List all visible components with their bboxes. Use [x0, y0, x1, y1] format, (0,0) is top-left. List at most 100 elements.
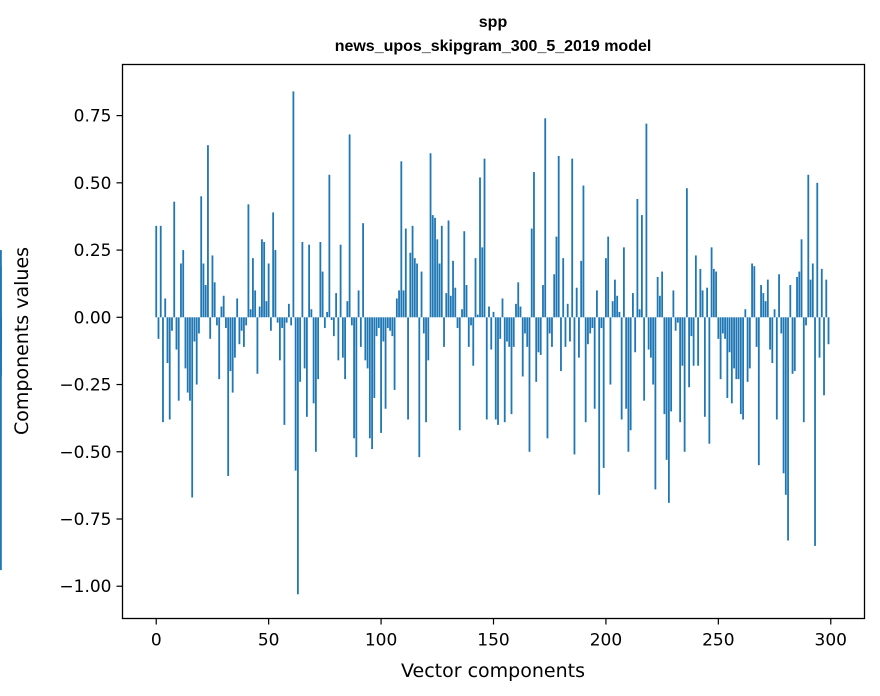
bar [598, 317, 601, 495]
bar [305, 317, 308, 417]
bar [263, 242, 266, 318]
bar [332, 317, 335, 337]
bar [429, 153, 432, 318]
bar [229, 317, 232, 372]
bar [519, 306, 522, 318]
bar [629, 317, 632, 431]
bar [688, 317, 691, 388]
x-tick-label: 250 [702, 631, 734, 651]
bar [454, 287, 457, 318]
bar [357, 290, 360, 318]
bar [587, 317, 589, 345]
bar [425, 317, 427, 423]
x-axis-ticks: 0 50 100 150 200 250 300 [151, 618, 847, 651]
bar [166, 317, 169, 364]
bar [213, 282, 216, 318]
bar [748, 317, 751, 369]
bar [710, 247, 713, 318]
bar [501, 298, 504, 318]
bar [314, 317, 317, 452]
bar [600, 317, 603, 329]
bar [346, 301, 349, 318]
bar [773, 309, 776, 318]
bar [452, 260, 454, 318]
bar [649, 317, 652, 358]
bar [742, 317, 744, 420]
bar [699, 268, 702, 318]
bar [494, 317, 497, 420]
chart-title: spp [479, 14, 508, 31]
bar [490, 317, 493, 350]
bar [616, 295, 619, 318]
bar [571, 158, 574, 318]
bar [769, 317, 771, 350]
bar [400, 161, 403, 318]
bar [270, 317, 272, 331]
bar [335, 293, 338, 318]
bar [377, 317, 380, 329]
bar [645, 123, 648, 318]
bar [155, 225, 158, 318]
bar [461, 309, 463, 318]
bar [159, 225, 162, 318]
bar [820, 268, 823, 318]
bar [418, 317, 421, 458]
bar [492, 311, 495, 318]
bar [296, 317, 299, 595]
bar [294, 317, 297, 471]
bar [814, 317, 816, 546]
bar [782, 317, 785, 474]
bar [546, 317, 549, 439]
bar [200, 196, 203, 318]
bar [180, 263, 182, 318]
bar [706, 287, 709, 318]
bar [721, 317, 724, 334]
bar [602, 317, 605, 468]
bar [272, 212, 275, 318]
bar [634, 317, 637, 353]
bar [398, 290, 400, 318]
bar [184, 317, 187, 369]
bar [564, 317, 567, 347]
bar [470, 317, 472, 326]
bar [679, 317, 682, 423]
bar [249, 309, 252, 318]
bar [535, 317, 538, 382]
bar [510, 317, 513, 415]
bar [362, 223, 364, 318]
bar [371, 317, 373, 450]
bar [171, 317, 173, 331]
bar [344, 317, 346, 380]
bar [483, 158, 486, 318]
bar [189, 317, 191, 401]
bar [0, 250, 2, 318]
bar [240, 317, 243, 331]
bar [407, 317, 409, 420]
y-tick-label: −1.00 [59, 577, 111, 597]
bar [708, 317, 711, 444]
bar [726, 317, 729, 398]
bar [791, 317, 794, 374]
bar [353, 317, 355, 439]
bar [551, 317, 553, 347]
bar [614, 279, 616, 318]
bar [524, 317, 526, 334]
bar [182, 250, 185, 318]
bar [191, 317, 194, 498]
y-tick-label: −0.75 [59, 510, 111, 530]
bar [656, 276, 659, 318]
bar [449, 295, 452, 318]
bar [530, 228, 533, 318]
bar [283, 317, 286, 425]
bar [802, 317, 805, 423]
bar [697, 317, 700, 366]
bar [685, 188, 688, 318]
bar [416, 263, 418, 318]
bar [539, 317, 542, 355]
bar [256, 317, 259, 374]
bar [290, 317, 293, 326]
bar [690, 317, 693, 337]
bar [503, 317, 506, 423]
bar [389, 317, 391, 331]
